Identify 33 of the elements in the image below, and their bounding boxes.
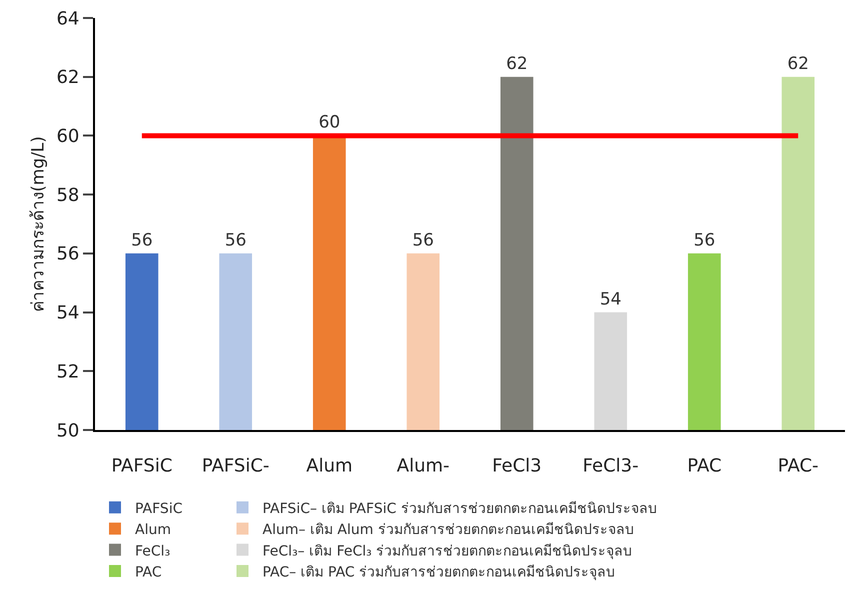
y-tick-label: 52 — [56, 361, 80, 382]
data-label: 56 — [224, 230, 246, 250]
data-label: 56 — [412, 230, 434, 250]
x-tick-label: FeCl3 — [492, 456, 542, 477]
x-tick-label: PAC — [687, 456, 722, 477]
y-tick-label: 60 — [56, 126, 80, 148]
legend-label: Alum– เติม Alum ร่วมกับสารช่วยตกตะกอนเคมีชนิดประจลบ — [262, 522, 634, 538]
data-label: 62 — [506, 54, 528, 74]
x-tick-label: FeCl3- — [582, 456, 639, 477]
legend-label: PAFSiC– เติม PAFSiC ร่วมกับสารช่วยตกตะกอนเคมีชนิดประจลบ — [262, 500, 657, 517]
legend-label: PAC — [135, 564, 162, 580]
y-tick-label: 62 — [56, 67, 80, 88]
y-tick-label: 64 — [56, 8, 80, 30]
y-tick-label: 50 — [56, 420, 80, 442]
legend-label: Alum — [135, 522, 171, 538]
legend-label: FeCl₃– เติม FeCl₃ ร่วมกับสารช่วยตกตะกอนเคมีชนิดประจุลบ — [262, 543, 632, 560]
y-axis-title: ค่าความกระด้าง(mg/L) — [28, 136, 49, 312]
legend-label: FeCl₃ — [135, 543, 170, 560]
data-label: 62 — [787, 54, 809, 74]
legend-label: PAFSiC — [135, 500, 183, 517]
y-tick-label: 54 — [56, 302, 80, 324]
data-label: 56 — [131, 230, 153, 250]
x-tick-label: PAC- — [778, 456, 819, 477]
data-label: 54 — [600, 289, 622, 310]
x-tick-label: Alum- — [396, 456, 450, 477]
data-label: 56 — [694, 230, 716, 250]
y-tick-label: 58 — [56, 184, 80, 206]
x-tick-label: PAFSiC — [111, 456, 172, 477]
y-tick-label: 56 — [56, 244, 80, 265]
x-tick-label: Alum — [306, 456, 353, 477]
legend-label: PAC– เติม PAC ร่วมกับสารช่วยตกตะกอนเคมีชนิดประจุลบ — [262, 564, 616, 580]
x-tick-label: PAFSiC- — [202, 456, 270, 477]
data-label: 60 — [318, 112, 340, 133]
